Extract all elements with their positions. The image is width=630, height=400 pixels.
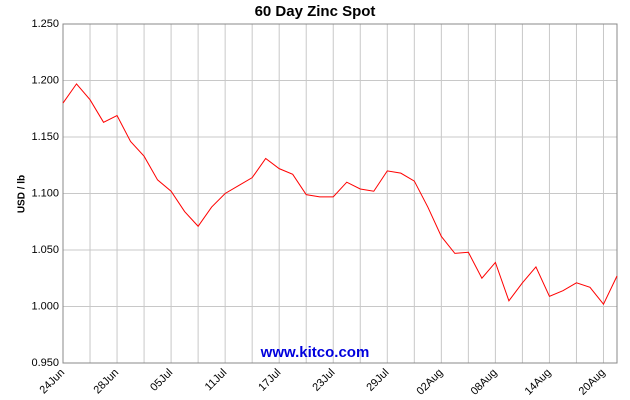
price-line <box>62 83 618 306</box>
x-tick-label: 24Jun <box>37 367 67 397</box>
x-tick-label: 08Aug <box>469 367 500 398</box>
y-tick-label: 1.250 <box>31 18 59 30</box>
x-tick-label: 23Jul <box>310 367 337 394</box>
x-tick-label: 28Jun <box>92 367 122 397</box>
x-tick-label: 29Jul <box>364 367 391 394</box>
watermark: www.kitco.com <box>260 344 370 361</box>
y-tick-label: 1.050 <box>31 244 59 256</box>
y-tick-label: 1.100 <box>31 187 59 199</box>
y-tick-label: 1.150 <box>31 131 59 143</box>
x-tick-label: 05Jul <box>148 367 175 394</box>
x-tick-label: 11Jul <box>203 367 230 394</box>
y-tick-label: 1.200 <box>31 74 59 86</box>
y-tick-label: 1.000 <box>31 300 59 312</box>
x-tick-label: 17Jul <box>256 367 283 394</box>
chart-title: 60 Day Zinc Spot <box>255 3 376 20</box>
x-tick-label: 02Aug <box>415 367 446 398</box>
x-tick-label: 20Aug <box>577 367 608 398</box>
plot-border <box>62 23 618 364</box>
y-tick-label: 0.950 <box>31 357 59 369</box>
y-axis-label: USD / lb <box>17 175 28 213</box>
x-tick-label: 14Aug <box>523 367 554 398</box>
